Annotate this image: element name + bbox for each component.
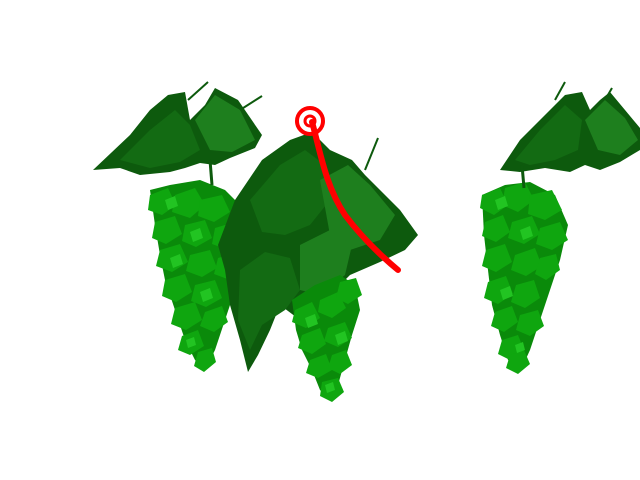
vineyard-scene [0,0,640,480]
